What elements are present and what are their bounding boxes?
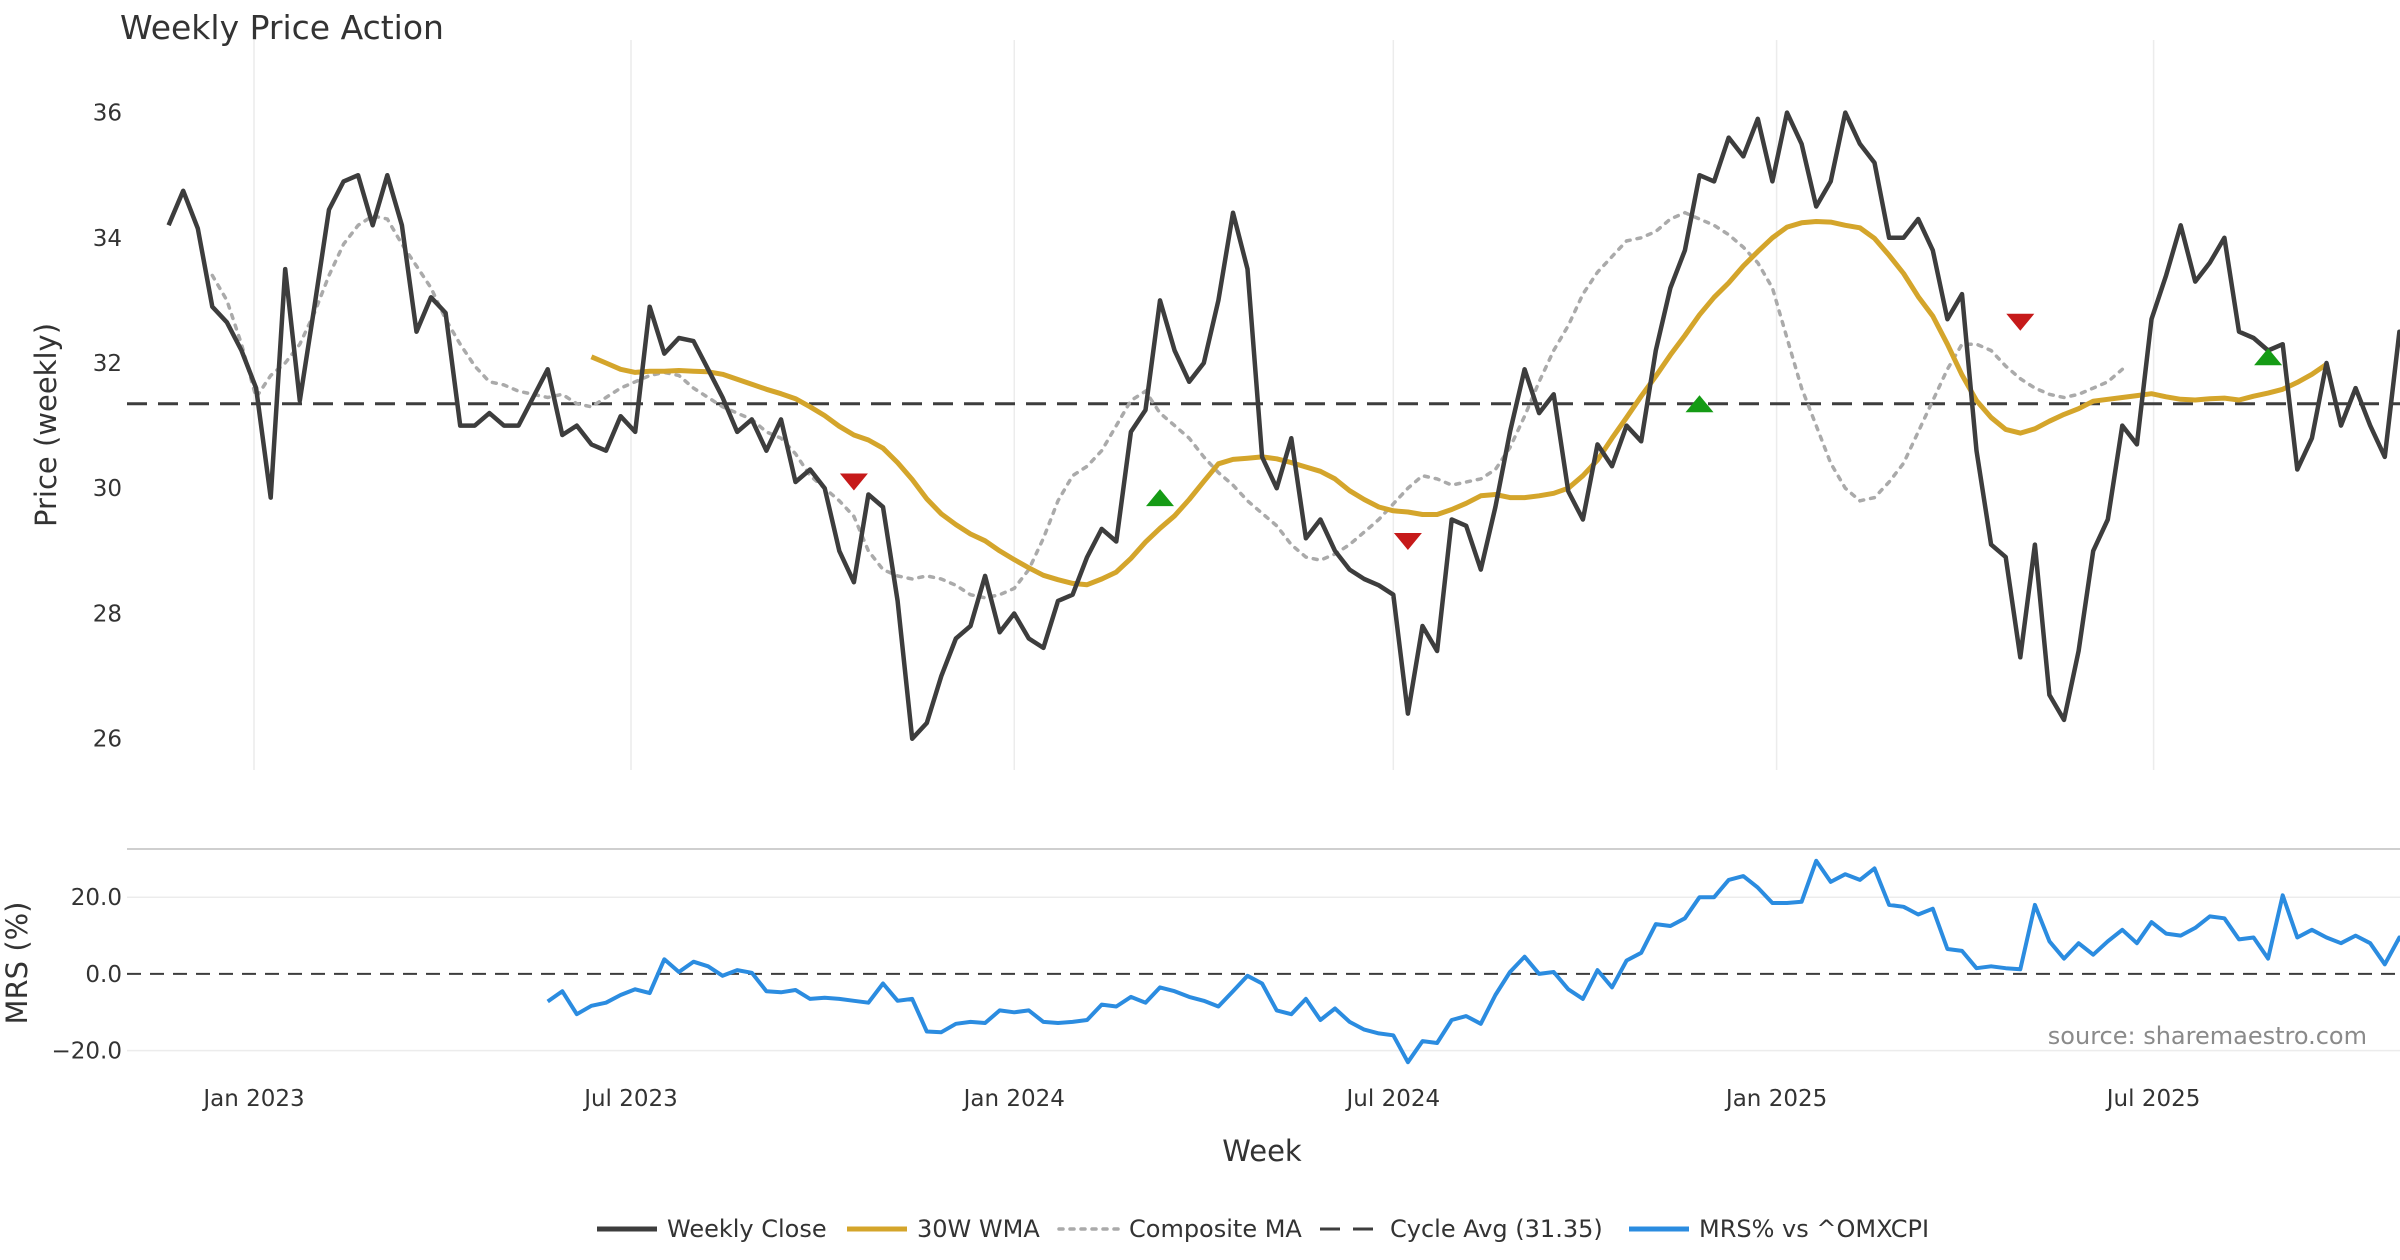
chart-title: Weekly Price Action [120,8,444,47]
mrs-y-tick-label: 20.0 [71,885,122,911]
price-y-tick-label: 26 [93,727,122,753]
x-tick-label: Jul 2025 [2105,1086,2201,1112]
legend-label: 30W WMA [917,1215,1040,1243]
price-y-tick-label: 36 [93,101,122,127]
mrs-y-tick-label: −20.0 [52,1039,122,1065]
mrs-y-ticks: 20.0 0.0 −20.0 [52,885,122,1064]
weekly-close-line [166,110,2400,741]
price-y-tick-label: 34 [93,226,122,252]
price-y-label: Price (weekly) [29,323,63,527]
x-tick-label: Jan 2023 [201,1086,304,1112]
x-ticks: Jan 2023 Jul 2023 Jan 2024 Jul 2024 Jan 2025… [201,1086,2200,1112]
buy-signal-marker [1146,489,1174,507]
legend-label: Weekly Close [667,1215,827,1243]
legend-label: MRS% vs ^OMXCPI [1699,1215,1929,1243]
price-y-tick-label: 28 [93,601,122,627]
sell-signal-marker [839,473,868,491]
x-tick-label: Jul 2023 [582,1086,678,1112]
price-y-tick-label: 30 [93,476,122,502]
x-tick-label: Jul 2024 [1345,1086,1441,1112]
price-y-ticks: 26 28 30 32 34 36 [93,101,122,753]
sell-signal-marker [1393,533,1422,550]
legend-label: Cycle Avg (31.35) [1390,1215,1603,1243]
x-tick-label: Jan 2025 [1724,1086,1827,1112]
composite-ma-line [210,210,2125,600]
mrs-y-tick-label: 0.0 [85,962,122,988]
mrs-gridlines [127,896,2400,1052]
mrs-line [546,858,2400,1065]
wma-30w-line [590,219,2328,588]
signal-markers [839,313,2283,550]
source-note: source: sharemaestro.com [2048,1022,2367,1050]
buy-signal-marker [2254,348,2283,366]
buy-signal-marker [1685,395,1714,413]
mrs-y-label: MRS (%) [0,902,34,1025]
price-y-tick-label: 32 [93,351,122,377]
x-axis-label: Week [1222,1134,1302,1168]
x-tick-label: Jan 2024 [962,1086,1065,1112]
legend: Weekly Close 30W WMA Composite MA Cycle Avg… [597,1215,1929,1243]
legend-label: Composite MA [1129,1215,1302,1243]
sell-signal-marker [2006,313,2035,331]
